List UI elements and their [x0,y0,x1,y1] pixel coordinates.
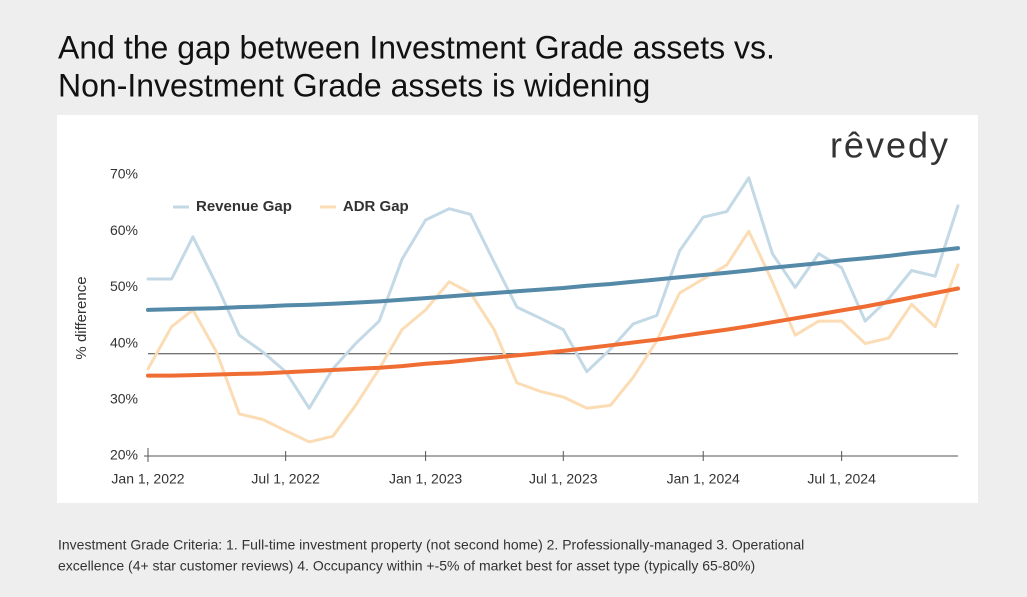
trend-line [146,246,960,312]
y-tick-label: 60% [110,222,138,238]
legend-label: ADR Gap [343,198,409,215]
x-tick-label: Jan 1, 2023 [389,471,462,487]
x-tick-label: Jan 1, 2022 [111,471,184,487]
x-tick-label: Jan 1, 2024 [667,471,740,487]
y-tick-label: 30% [110,391,138,407]
legend-label: Revenue Gap [196,198,292,215]
y-tick-label: 40% [110,334,138,350]
x-tick-label: Jul 1, 2022 [251,471,320,487]
footer-line: excellence (4+ star customer reviews) 4.… [58,558,755,574]
data-line [146,229,960,444]
logo: rêvedy [830,125,950,166]
data-line [146,176,960,410]
x-tick-label: Jul 1, 2023 [529,471,598,487]
trend-line [146,286,960,378]
y-tick-label: 70% [110,166,138,182]
title-line: Non-Investment Grade assets is widening [58,67,650,103]
y-tick-label: 20% [110,447,138,463]
title-line: And the gap between Investment Grade ass… [58,29,775,65]
x-tick-label: Jul 1, 2024 [807,471,876,487]
y-axis-label: % difference [73,276,90,359]
y-tick-label: 50% [110,278,138,294]
footer-line: Investment Grade Criteria: 1. Full-time … [58,537,804,553]
